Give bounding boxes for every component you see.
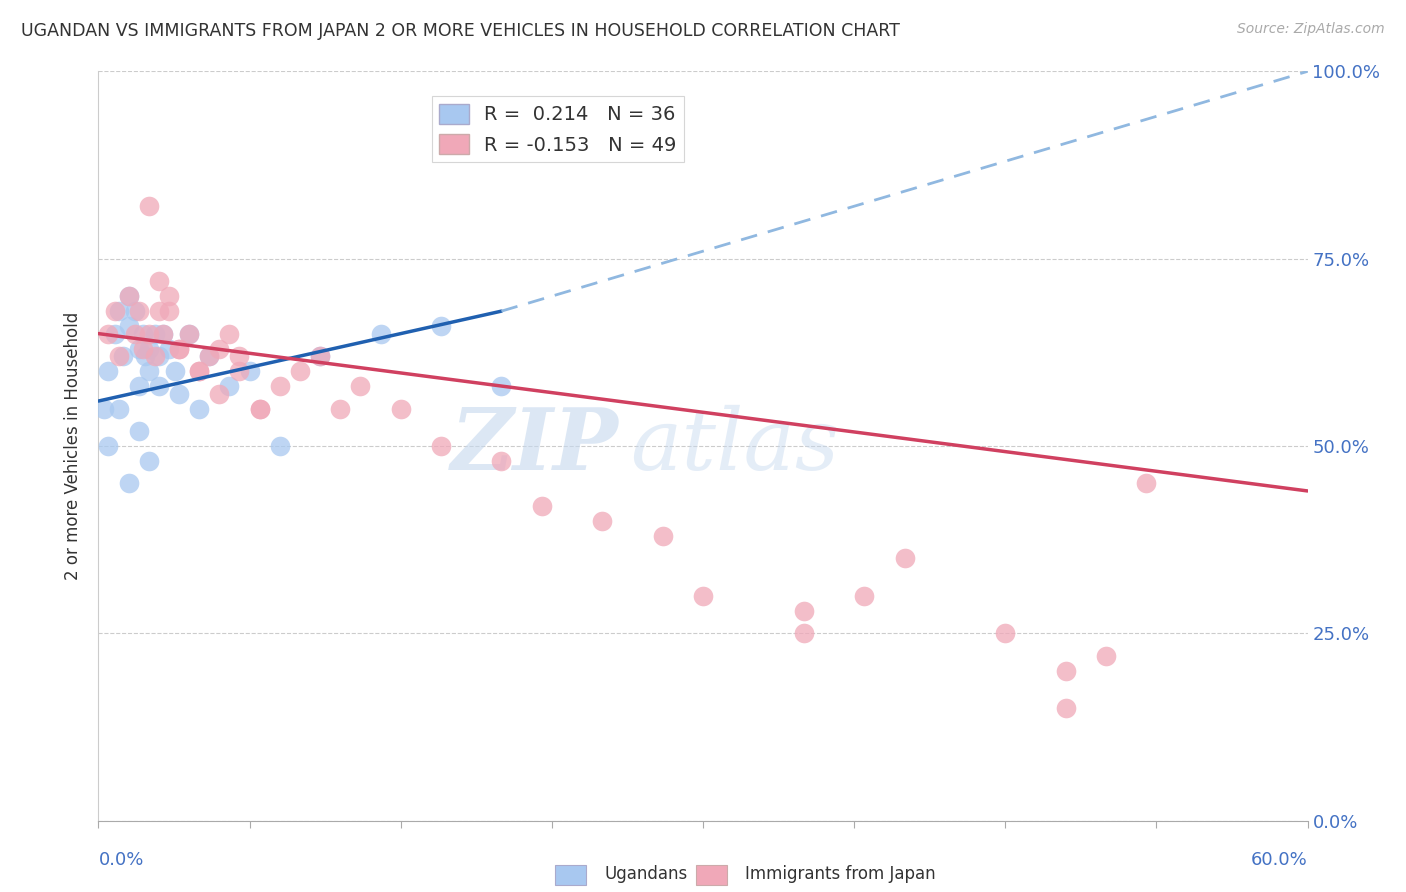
Text: atlas: atlas [630, 405, 839, 487]
Legend: R =  0.214   N = 36, R = -0.153   N = 49: R = 0.214 N = 36, R = -0.153 N = 49 [432, 96, 685, 162]
Point [138, 326, 160, 341]
Point [591, 514, 613, 528]
Point [309, 349, 332, 363]
Text: ZIP: ZIP [450, 404, 619, 488]
Point [188, 364, 211, 378]
Point [143, 326, 166, 341]
Point [138, 342, 160, 356]
Point [148, 274, 170, 288]
Point [853, 589, 876, 603]
Point [1135, 476, 1157, 491]
Point [143, 349, 166, 363]
Point [138, 364, 160, 378]
Point [530, 499, 553, 513]
Point [118, 319, 141, 334]
Point [893, 551, 915, 566]
Point [249, 401, 271, 416]
Point [208, 386, 231, 401]
Point [1095, 648, 1118, 663]
Point [107, 349, 129, 363]
Point [793, 604, 815, 618]
Point [430, 319, 453, 334]
Point [1054, 701, 1077, 715]
Point [124, 304, 146, 318]
Point [132, 342, 155, 356]
Point [208, 342, 231, 356]
Point [97, 364, 120, 378]
Point [239, 364, 262, 378]
Point [198, 349, 221, 363]
Point [188, 364, 211, 378]
Point [118, 476, 141, 491]
Point [118, 289, 141, 303]
Point [692, 589, 714, 603]
Point [157, 342, 180, 356]
Point [269, 439, 291, 453]
Point [430, 439, 453, 453]
Point [329, 401, 352, 416]
Point [269, 379, 291, 393]
Point [218, 379, 240, 393]
Text: UGANDAN VS IMMIGRANTS FROM JAPAN 2 OR MORE VEHICLES IN HOUSEHOLD CORRELATION CHA: UGANDAN VS IMMIGRANTS FROM JAPAN 2 OR MO… [21, 22, 900, 40]
Point [249, 401, 271, 416]
Point [148, 349, 170, 363]
Point [128, 304, 150, 318]
Point [103, 304, 125, 318]
Point [128, 342, 150, 356]
Point [188, 401, 211, 416]
Point [152, 326, 174, 341]
Point [491, 379, 513, 393]
Point [107, 304, 129, 318]
Text: 60.0%: 60.0% [1251, 851, 1308, 869]
Point [389, 401, 412, 416]
Point [198, 349, 221, 363]
Point [370, 326, 392, 341]
Point [152, 326, 174, 341]
Text: 0.0%: 0.0% [98, 851, 143, 869]
Point [288, 364, 311, 378]
Point [148, 379, 170, 393]
Point [148, 304, 170, 318]
Point [138, 454, 160, 468]
Point [651, 529, 673, 543]
Point [111, 349, 134, 363]
Point [793, 626, 815, 640]
Point [132, 326, 155, 341]
Point [179, 326, 201, 341]
Point [491, 454, 513, 468]
Point [179, 326, 201, 341]
Point [157, 289, 180, 303]
Point [163, 364, 186, 378]
Point [309, 349, 332, 363]
Point [994, 626, 1017, 640]
Point [97, 326, 120, 341]
Point [138, 199, 160, 213]
Point [128, 424, 150, 438]
Point [107, 401, 129, 416]
Point [124, 326, 146, 341]
Point [157, 304, 180, 318]
Point [228, 364, 250, 378]
Point [97, 439, 120, 453]
Point [228, 349, 250, 363]
Point [167, 386, 190, 401]
Text: Source: ZipAtlas.com: Source: ZipAtlas.com [1237, 22, 1385, 37]
Point [167, 342, 190, 356]
Text: Ugandans: Ugandans [605, 865, 688, 883]
Point [134, 349, 156, 363]
Y-axis label: 2 or more Vehicles in Household: 2 or more Vehicles in Household [65, 312, 83, 580]
Point [93, 401, 115, 416]
Text: Immigrants from Japan: Immigrants from Japan [745, 865, 936, 883]
Point [167, 342, 190, 356]
Point [218, 326, 240, 341]
Point [128, 379, 150, 393]
Point [1054, 664, 1077, 678]
Point [118, 289, 141, 303]
Point [349, 379, 371, 393]
Point [103, 326, 125, 341]
